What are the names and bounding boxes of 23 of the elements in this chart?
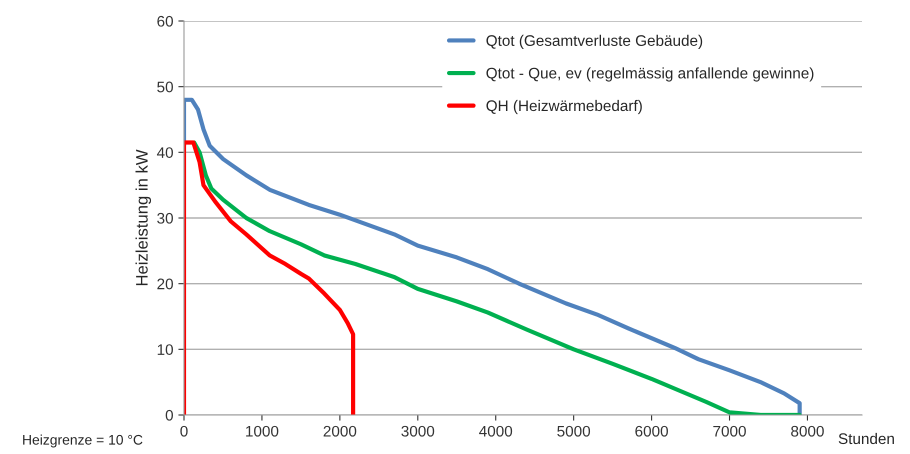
x-tick-label: 6000 — [635, 426, 668, 437]
y-tick-label: 50 — [157, 82, 173, 92]
line-series — [184, 140, 356, 415]
y-tick-label: 40 — [156, 147, 173, 158]
x-axis-title: Stunden — [838, 432, 894, 444]
x-tick-label: 5000 — [557, 426, 590, 437]
legend-label: Qtot - Que, ev (regelmässig anfallende gewinne) — [486, 67, 814, 82]
x-tick-label: 2000 — [324, 426, 356, 437]
y-tick-label: 0 — [166, 410, 173, 421]
legend-label: QH (Heizwärmebedarf) — [486, 100, 642, 114]
text: Heizgrenze = 10 °C — [23, 434, 142, 448]
y-axis-title: Heizleistung in kW — [136, 150, 152, 286]
x-tick-label: 3000 — [401, 426, 434, 437]
x-tick-label: 8000 — [791, 426, 824, 437]
x-tick-label: 4000 — [479, 426, 512, 437]
x-tick-label: 0 — [180, 426, 188, 437]
y-tick-label: 30 — [157, 212, 173, 224]
y-tick-label: 60 — [157, 16, 173, 27]
legend-label: Qtot (Gesamtverluste Gebäude) — [486, 34, 702, 49]
y-tick-label: 20 — [157, 278, 173, 290]
x-tick-label: 1000 — [246, 426, 278, 437]
y-tick-label: 10 — [158, 344, 173, 356]
x-tick-label: 7000 — [713, 426, 746, 437]
